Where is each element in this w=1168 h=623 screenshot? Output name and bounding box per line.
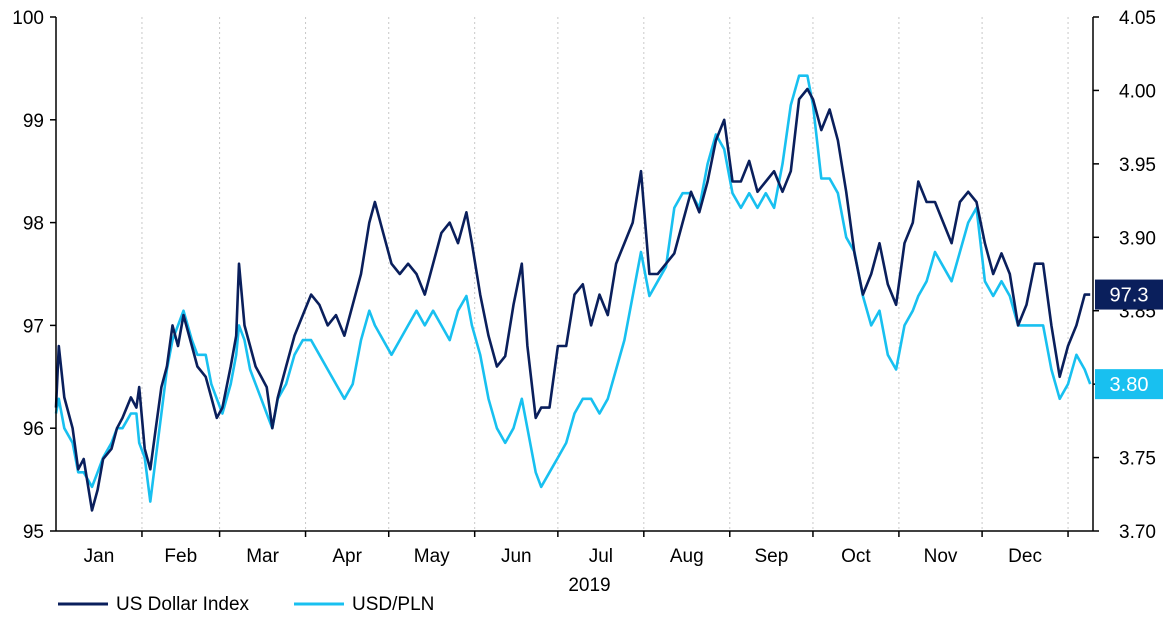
legend-label: USD/PLN	[352, 594, 434, 615]
badge-value: 97.3	[1110, 285, 1149, 307]
badge-us-dollar-index: 97.3	[1095, 279, 1163, 310]
left-axis-ticks: 95 96 97 98 99 100	[12, 8, 56, 543]
month-label: Apr	[332, 546, 362, 567]
month-label: Feb	[164, 546, 197, 567]
right-tick-label: 3.75	[1119, 449, 1156, 470]
right-tick-label: 3.90	[1119, 228, 1156, 249]
month-label: Jul	[589, 546, 613, 567]
right-tick-label: 4.00	[1119, 81, 1156, 102]
series-line-us-dollar-index	[54, 87, 1091, 512]
month-label: Nov	[924, 546, 958, 567]
x-axis-month-labels: Jan Feb Mar Apr May Jun Jul Aug Sep Oct Nov Dec	[84, 546, 1042, 567]
badge-background	[1095, 279, 1163, 310]
month-label: Jan	[84, 546, 115, 567]
month-label: Sep	[754, 546, 788, 567]
right-tick-label: 4.05	[1119, 8, 1156, 29]
series-line-usd-pln	[54, 74, 1092, 503]
badge-background	[1095, 369, 1163, 400]
month-label: Dec	[1008, 546, 1042, 567]
legend-label: US Dollar Index	[116, 594, 250, 615]
legend: US Dollar Index USD/PLN	[58, 594, 434, 615]
badge-value: 3.80	[1110, 374, 1149, 396]
right-tick-label: 3.95	[1119, 155, 1156, 176]
right-axis-ticks: 3.703.753.803.853.903.954.004.05	[1093, 8, 1156, 543]
series-layer	[54, 74, 1092, 512]
right-tick-label: 3.70	[1119, 522, 1156, 543]
left-tick-label: 95	[23, 522, 44, 543]
month-label: Mar	[246, 546, 279, 567]
left-tick-label: 98	[23, 214, 44, 235]
left-tick-label: 100	[12, 8, 44, 29]
last-value-badges: 97.3 3.80	[1095, 279, 1163, 400]
month-label: Aug	[670, 546, 704, 567]
month-label: May	[414, 546, 450, 567]
month-label: Oct	[841, 546, 871, 567]
x-axis-year-label: 2019	[568, 575, 610, 596]
left-tick-label: 99	[23, 111, 44, 132]
left-tick-label: 96	[23, 419, 44, 440]
badge-usd-pln: 3.80	[1095, 369, 1163, 400]
left-tick-label: 97	[23, 316, 44, 337]
month-label: Jun	[501, 546, 532, 567]
